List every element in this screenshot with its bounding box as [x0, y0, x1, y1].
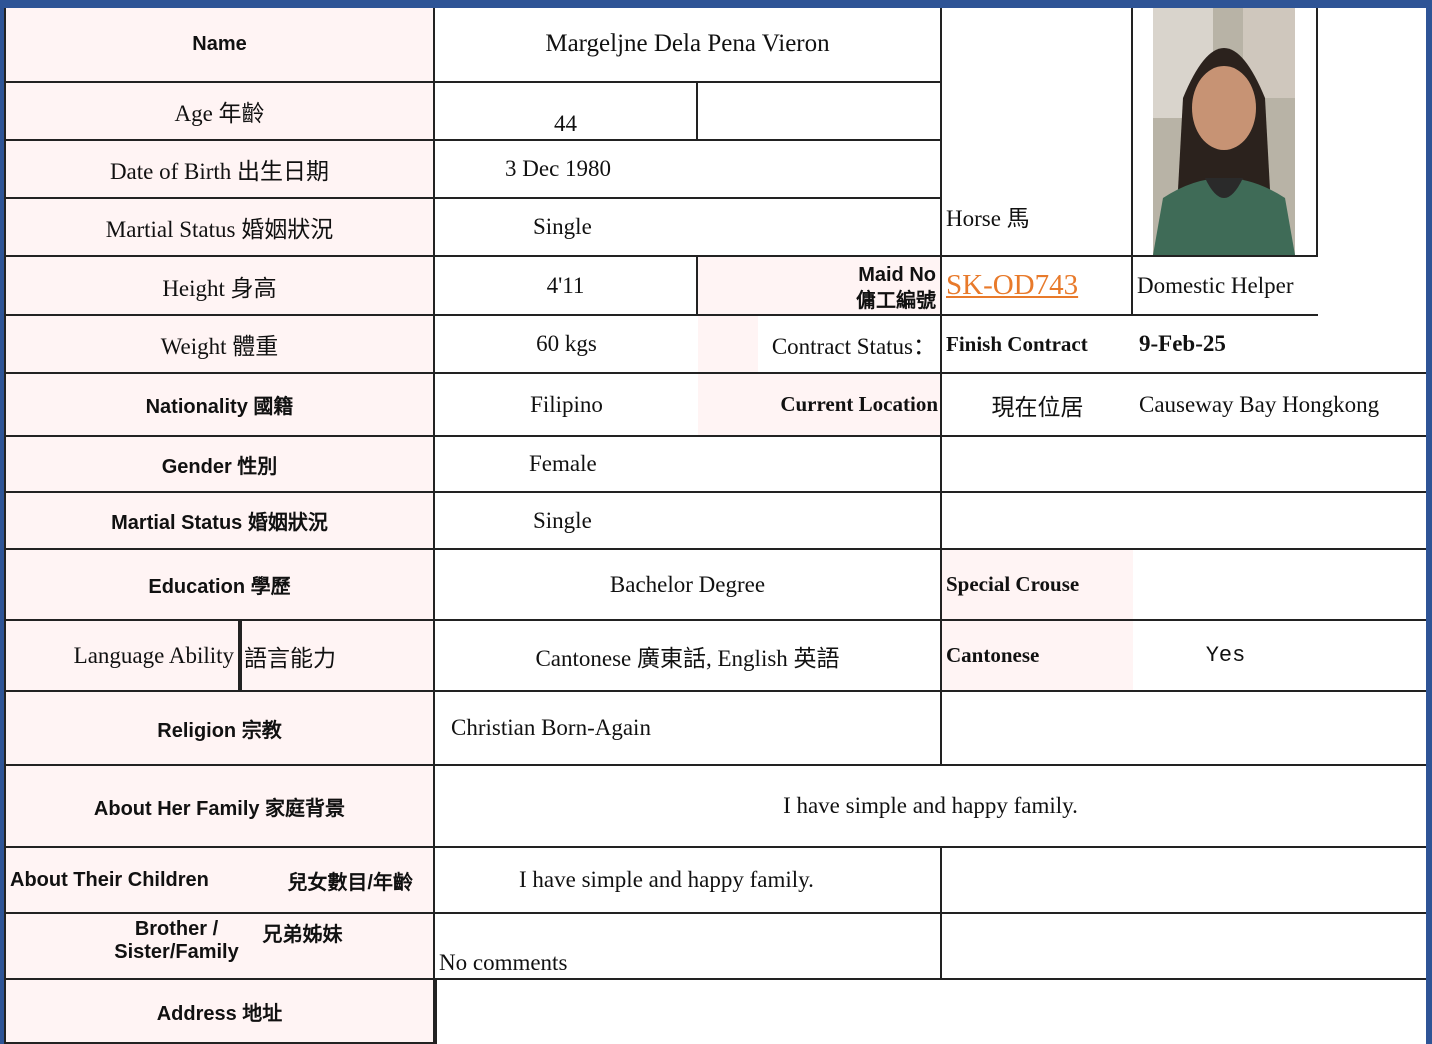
label: Weight 體重 [6, 316, 435, 374]
value: Christian Born-Again [435, 692, 942, 766]
label-zh: 傭工編號 [856, 290, 936, 312]
label: Gender 性別 [6, 437, 435, 493]
empty [1133, 550, 1426, 621]
maid-no: SK-OD743 [942, 257, 1133, 316]
value: Filipino [435, 374, 698, 437]
label: Height 身高 [6, 257, 435, 316]
left-edge [0, 0, 4, 1044]
label: About Her Family 家庭背景 [6, 766, 435, 848]
label: Name [6, 8, 435, 83]
value: 4'11 [435, 257, 698, 316]
photo [1133, 8, 1318, 257]
label-en: Brother / Sister/Family [114, 918, 239, 963]
value: Finish Contract [942, 316, 1133, 374]
zodiac: Horse 馬 [942, 8, 1133, 257]
value: Bachelor Degree [435, 550, 942, 621]
label: Religion 宗教 [6, 692, 435, 766]
label: Address 地址 [6, 980, 435, 1044]
value: 60 kgs [435, 316, 698, 374]
empty [698, 83, 942, 141]
label: Martial Status 婚姻狀況 [6, 493, 435, 550]
value: Domestic Helper [1133, 257, 1318, 316]
label: 語言能力 [240, 621, 435, 692]
label: Contract Status： [698, 316, 942, 374]
label: Education 學歷 [6, 550, 435, 621]
label: Special Crouse [942, 550, 1133, 621]
value: Single [435, 199, 942, 257]
value: 44 [435, 83, 698, 141]
label-en: Maid No [858, 264, 936, 286]
right-edge [1426, 0, 1432, 1044]
value: I have simple and happy family. [435, 848, 942, 914]
value: Yes [1133, 621, 1318, 692]
label: 現在位居 [942, 374, 1133, 437]
empty [942, 914, 1426, 980]
empty [942, 437, 1426, 493]
label: Cantonese [942, 621, 1133, 692]
value: Female [435, 437, 942, 493]
label: Date of Birth 出生日期 [6, 141, 435, 199]
empty [435, 980, 1426, 1044]
value: Single [435, 493, 942, 550]
empty [942, 692, 1426, 766]
label-en: About Their Children [10, 868, 209, 891]
value: 3 Dec 1980 [435, 141, 942, 199]
empty [1318, 621, 1426, 692]
maid-no-link[interactable]: SK-OD743 [946, 269, 1079, 301]
label: Brother / Sister/Family 兄弟姊妹 [6, 914, 435, 980]
label-zh: 兒女數目/年齡 [287, 871, 413, 894]
top-bar [0, 0, 1432, 8]
left-border [4, 8, 6, 1044]
label: Maid No 傭工編號 [698, 257, 942, 316]
empty [942, 848, 1426, 914]
photo-image [1153, 8, 1295, 255]
value: Causeway Bay Hongkong [1133, 374, 1426, 437]
empty [942, 493, 1426, 550]
value: I have simple and happy family. [435, 766, 1426, 848]
label: Age 年齡 [6, 83, 435, 141]
label: Language Ability [6, 621, 240, 692]
value: 9-Feb-25 [1133, 316, 1426, 374]
value: Cantonese 廣東話, English 英語 [435, 621, 942, 692]
value: Margeljne Dela Pena Vieron [435, 8, 942, 83]
label: Current Location [698, 374, 942, 437]
label: About Their Children 兒女數目/年齡 [6, 848, 435, 914]
label: Martial Status 婚姻狀況 [6, 199, 435, 257]
label-zh: 兄弟姊妹 [262, 924, 343, 946]
label: Nationality 國籍 [6, 374, 435, 437]
value: No comments [435, 914, 942, 980]
